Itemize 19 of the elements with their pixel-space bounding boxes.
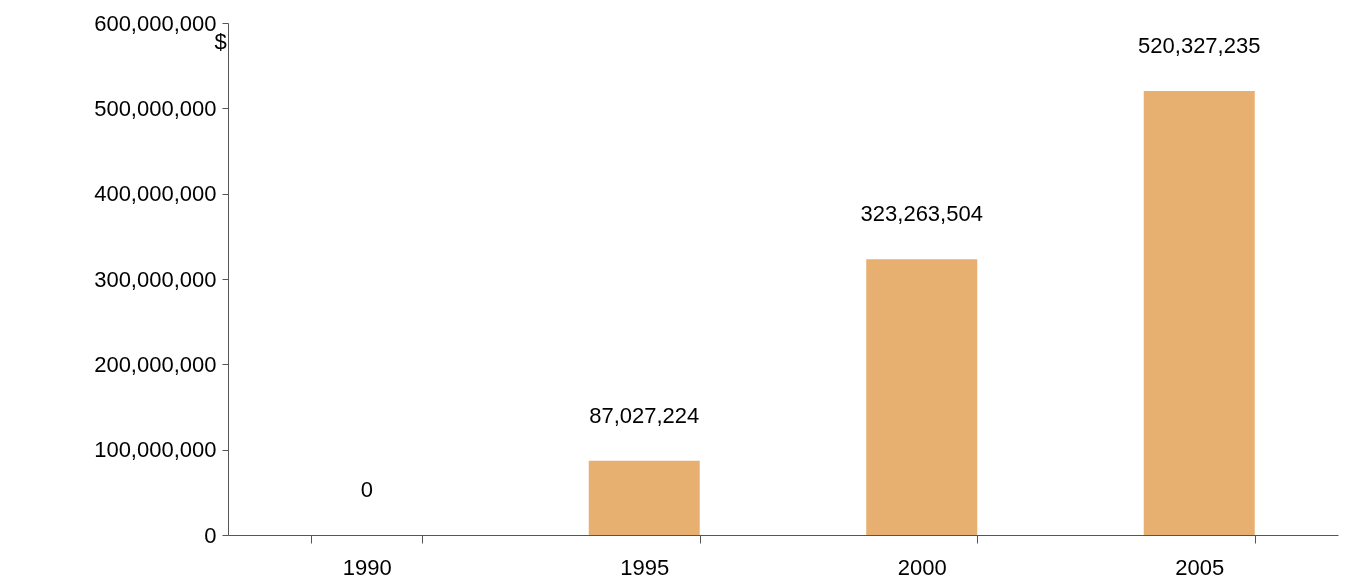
y-tick-label: 100,000,000 <box>94 437 217 463</box>
data-label: 323,263,504 <box>860 201 983 227</box>
data-label: 87,027,224 <box>589 402 700 428</box>
data-label: 520,327,235 <box>1138 32 1261 58</box>
y-tick-label: 500,000,000 <box>94 95 217 121</box>
data-label: 0 <box>360 477 373 502</box>
bar <box>1143 90 1255 535</box>
y-tick-label: 0 <box>204 522 217 548</box>
y-axis-title: $ <box>214 28 227 54</box>
x-tick-label: 2000 <box>897 554 947 580</box>
x-tick-label: 1995 <box>620 554 670 580</box>
y-tick-label: 300,000,000 <box>94 266 217 292</box>
y-tick-label: 200,000,000 <box>94 351 217 377</box>
y-tick-label: 400,000,000 <box>94 181 217 207</box>
y-tick-label: 600,000,000 <box>94 10 217 36</box>
bar <box>866 259 978 535</box>
bar <box>588 460 700 535</box>
x-tick-label: 1990 <box>342 554 392 580</box>
x-tick-label: 2005 <box>1175 554 1225 580</box>
